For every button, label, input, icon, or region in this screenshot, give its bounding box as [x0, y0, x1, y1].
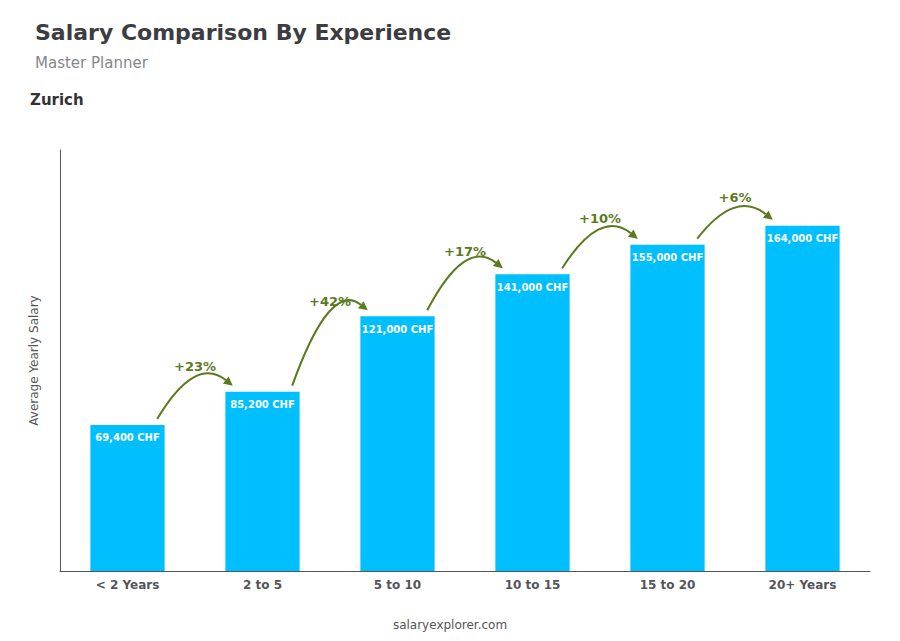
svg-text:155,000 CHF: 155,000 CHF	[632, 252, 704, 263]
svg-text:+42%: +42%	[309, 294, 351, 309]
svg-text:85,200 CHF: 85,200 CHF	[230, 399, 295, 410]
svg-text:2 to 5: 2 to 5	[243, 578, 282, 592]
svg-text:Average Yearly Salary: Average Yearly Salary	[27, 295, 41, 425]
svg-text:salaryexplorer.com: salaryexplorer.com	[393, 618, 507, 632]
svg-text:10 to 15: 10 to 15	[505, 578, 561, 592]
svg-text:164,000 CHF: 164,000 CHF	[767, 233, 839, 244]
svg-text:15 to 20: 15 to 20	[640, 578, 696, 592]
svg-text:20+ Years: 20+ Years	[769, 578, 837, 592]
svg-text:+23%: +23%	[174, 359, 216, 374]
svg-text:Salary Comparison By Experienc: Salary Comparison By Experience	[35, 20, 451, 45]
svg-text:Master Planner: Master Planner	[35, 54, 149, 72]
svg-text:141,000 CHF: 141,000 CHF	[497, 282, 569, 293]
svg-text:69,400 CHF: 69,400 CHF	[95, 432, 160, 443]
svg-text:Zurich: Zurich	[30, 91, 84, 109]
svg-text:< 2 Years: < 2 Years	[96, 578, 160, 592]
svg-text:121,000 CHF: 121,000 CHF	[362, 324, 434, 335]
svg-text:+10%: +10%	[579, 211, 621, 226]
svg-text:+6%: +6%	[719, 190, 752, 205]
svg-text:+17%: +17%	[444, 244, 486, 259]
svg-text:5 to 10: 5 to 10	[374, 578, 421, 592]
